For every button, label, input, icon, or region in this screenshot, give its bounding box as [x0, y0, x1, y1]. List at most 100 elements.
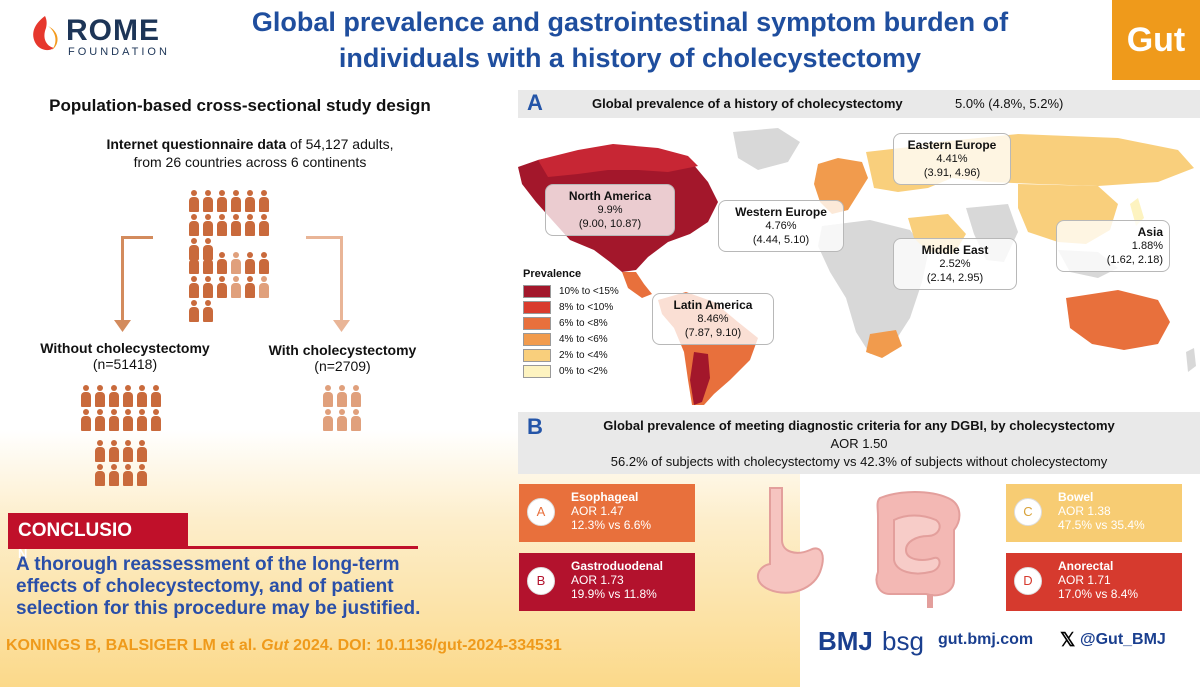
- person-icon: [122, 440, 134, 462]
- map-greenland: [733, 128, 800, 170]
- legend-title: Prevalence: [523, 268, 582, 280]
- citation-doi: 2024. DOI: 10.1136/gut-2024-334531: [288, 637, 562, 654]
- region-name: Western Europe: [735, 205, 827, 219]
- legend-swatch: [523, 348, 551, 362]
- group-without-count: (n=51418): [92, 356, 158, 372]
- region-name: Middle East: [921, 243, 989, 257]
- citation[interactable]: KONINGS B, BALSIGER LM et al. Gut 2024. …: [6, 636, 706, 655]
- dgbi-box-esophageal: A Esophageal AOR 1.47 12.3% vs 6.6%: [519, 484, 695, 542]
- callout-asia: Asia 1.88% (1.62, 2.18): [1056, 220, 1170, 272]
- person-icon: [258, 190, 270, 212]
- dgbi-comparison: 17.0% vs 8.4%: [1058, 587, 1139, 601]
- callout-eastern-europe: Eastern Europe 4.41% (3.91, 4.96): [893, 133, 1011, 185]
- dgbi-letter-badge: B: [527, 567, 555, 595]
- bsg-logo[interactable]: bsg: [882, 626, 924, 656]
- arrow-down-icon: [333, 320, 350, 332]
- person-icon: [336, 409, 348, 431]
- panel-b-comparison: 56.2% of subjects with cholecystectomy v…: [610, 454, 1108, 469]
- dgbi-name: Anorectal: [1058, 559, 1114, 573]
- region-pct: 4.41%: [936, 153, 968, 165]
- dgbi-box-gastroduodenal: B Gastroduodenal AOR 1.73 19.9% vs 11.8%: [519, 553, 695, 611]
- rome-flame-icon: [33, 16, 58, 51]
- person-icon: [230, 276, 242, 298]
- person-icon: [122, 409, 134, 431]
- person-icon: [258, 252, 270, 274]
- site-link[interactable]: gut.bmj.com: [938, 631, 1034, 648]
- person-icon: [216, 252, 228, 274]
- person-icon: [244, 214, 256, 236]
- person-icon: [216, 276, 228, 298]
- legend-swatch: [523, 332, 551, 346]
- person-icon: [244, 252, 256, 274]
- dgbi-name: Gastroduodenal: [571, 559, 664, 573]
- population-people-icon-group: [188, 190, 280, 260]
- dgbi-aor: AOR 1.38: [1058, 504, 1111, 518]
- legend-rows: 10% to <15% 8% to <10% 6% to <8% 4% to <6% 2…: [523, 283, 643, 379]
- panel-a-letter: A: [527, 90, 543, 115]
- legend-label: 8% to <10%: [559, 301, 614, 313]
- dgbi-aor: AOR 1.71: [1058, 573, 1111, 587]
- conclusion-label: CONCLUSIO: [8, 513, 188, 549]
- person-icon: [150, 409, 162, 431]
- social-handle-link[interactable]: @Gut_BMJ: [1080, 631, 1166, 648]
- legend-swatch: [523, 364, 551, 378]
- person-icon: [136, 409, 148, 431]
- map-new-zealand: [1186, 348, 1196, 372]
- panel-a-global-value: 5.0% (4.8%, 5.2%): [955, 96, 1064, 111]
- region-ci: (1.62, 2.18): [1106, 254, 1163, 266]
- panel-b-letter: B: [527, 414, 543, 439]
- conclusion-divider: [178, 546, 418, 549]
- callout-western-europe: Western Europe 4.76% (4.44, 5.10): [718, 200, 844, 252]
- person-icon: [80, 409, 92, 431]
- group-with-count: (n=2709): [314, 358, 371, 374]
- legend-item: 4% to <6%: [523, 331, 643, 347]
- map-australia: [1066, 290, 1170, 350]
- map-argentina: [690, 352, 710, 405]
- journal-badge[interactable]: Gut: [1112, 0, 1200, 80]
- without-group-people-icon-2: [94, 440, 150, 486]
- conclusion-label-text: CONCLUSIO: [18, 520, 132, 541]
- person-icon: [108, 440, 120, 462]
- dgbi-letter-badge: D: [1014, 567, 1042, 595]
- dgbi-letter-badge: C: [1014, 498, 1042, 526]
- map-south-africa: [866, 330, 902, 358]
- arrow-right-horizontal: [306, 236, 342, 239]
- panel-b-title: Global prevalence of meeting diagnostic …: [603, 418, 1115, 433]
- callout-latin-america: Latin America 8.46% (7.87, 9.10): [652, 293, 774, 345]
- person-icon: [202, 300, 214, 322]
- without-group-people-icon: [80, 385, 164, 431]
- person-icon: [230, 190, 242, 212]
- arrow-left-vertical: [121, 236, 124, 324]
- person-icon: [230, 214, 242, 236]
- person-icon: [188, 276, 200, 298]
- person-icon: [136, 464, 148, 486]
- x-social-icon[interactable]: 𝕏: [1060, 630, 1076, 651]
- map-mexico: [622, 272, 652, 298]
- person-icon: [258, 214, 270, 236]
- citation-authors: KONINGS B, BALSIGER LM et al.: [6, 637, 262, 654]
- map-canada: [538, 144, 698, 177]
- dgbi-name: Bowel: [1058, 490, 1094, 504]
- person-icon: [108, 464, 120, 486]
- person-icon: [136, 440, 148, 462]
- person-icon: [350, 409, 362, 431]
- region-pct: 2.52%: [939, 258, 971, 270]
- dgbi-box-anorectal: D Anorectal AOR 1.71 17.0% vs 8.4%: [1006, 553, 1182, 611]
- population-people-icon-group-2: [188, 252, 280, 322]
- person-icon: [108, 385, 120, 407]
- callout-middle-east: Middle East 2.52% (2.14, 2.95): [893, 238, 1017, 290]
- bmj-logo[interactable]: BMJ: [818, 626, 873, 656]
- legend-swatch: [523, 300, 551, 314]
- map-japan: [1130, 198, 1144, 226]
- arrow-right-vertical: [340, 236, 343, 324]
- region-pct: 8.46%: [697, 313, 729, 325]
- person-icon: [136, 385, 148, 407]
- region-name: North America: [568, 189, 652, 203]
- dgbi-aor: AOR 1.73: [571, 573, 624, 587]
- region-ci: (4.44, 5.10): [752, 234, 810, 246]
- group-with-label: With cholecystectomy (n=2709): [250, 342, 435, 374]
- person-icon: [258, 276, 270, 298]
- legend-label: 6% to <8%: [559, 317, 608, 329]
- arrow-down-icon: [114, 320, 131, 332]
- with-group-people-icon: [322, 385, 364, 431]
